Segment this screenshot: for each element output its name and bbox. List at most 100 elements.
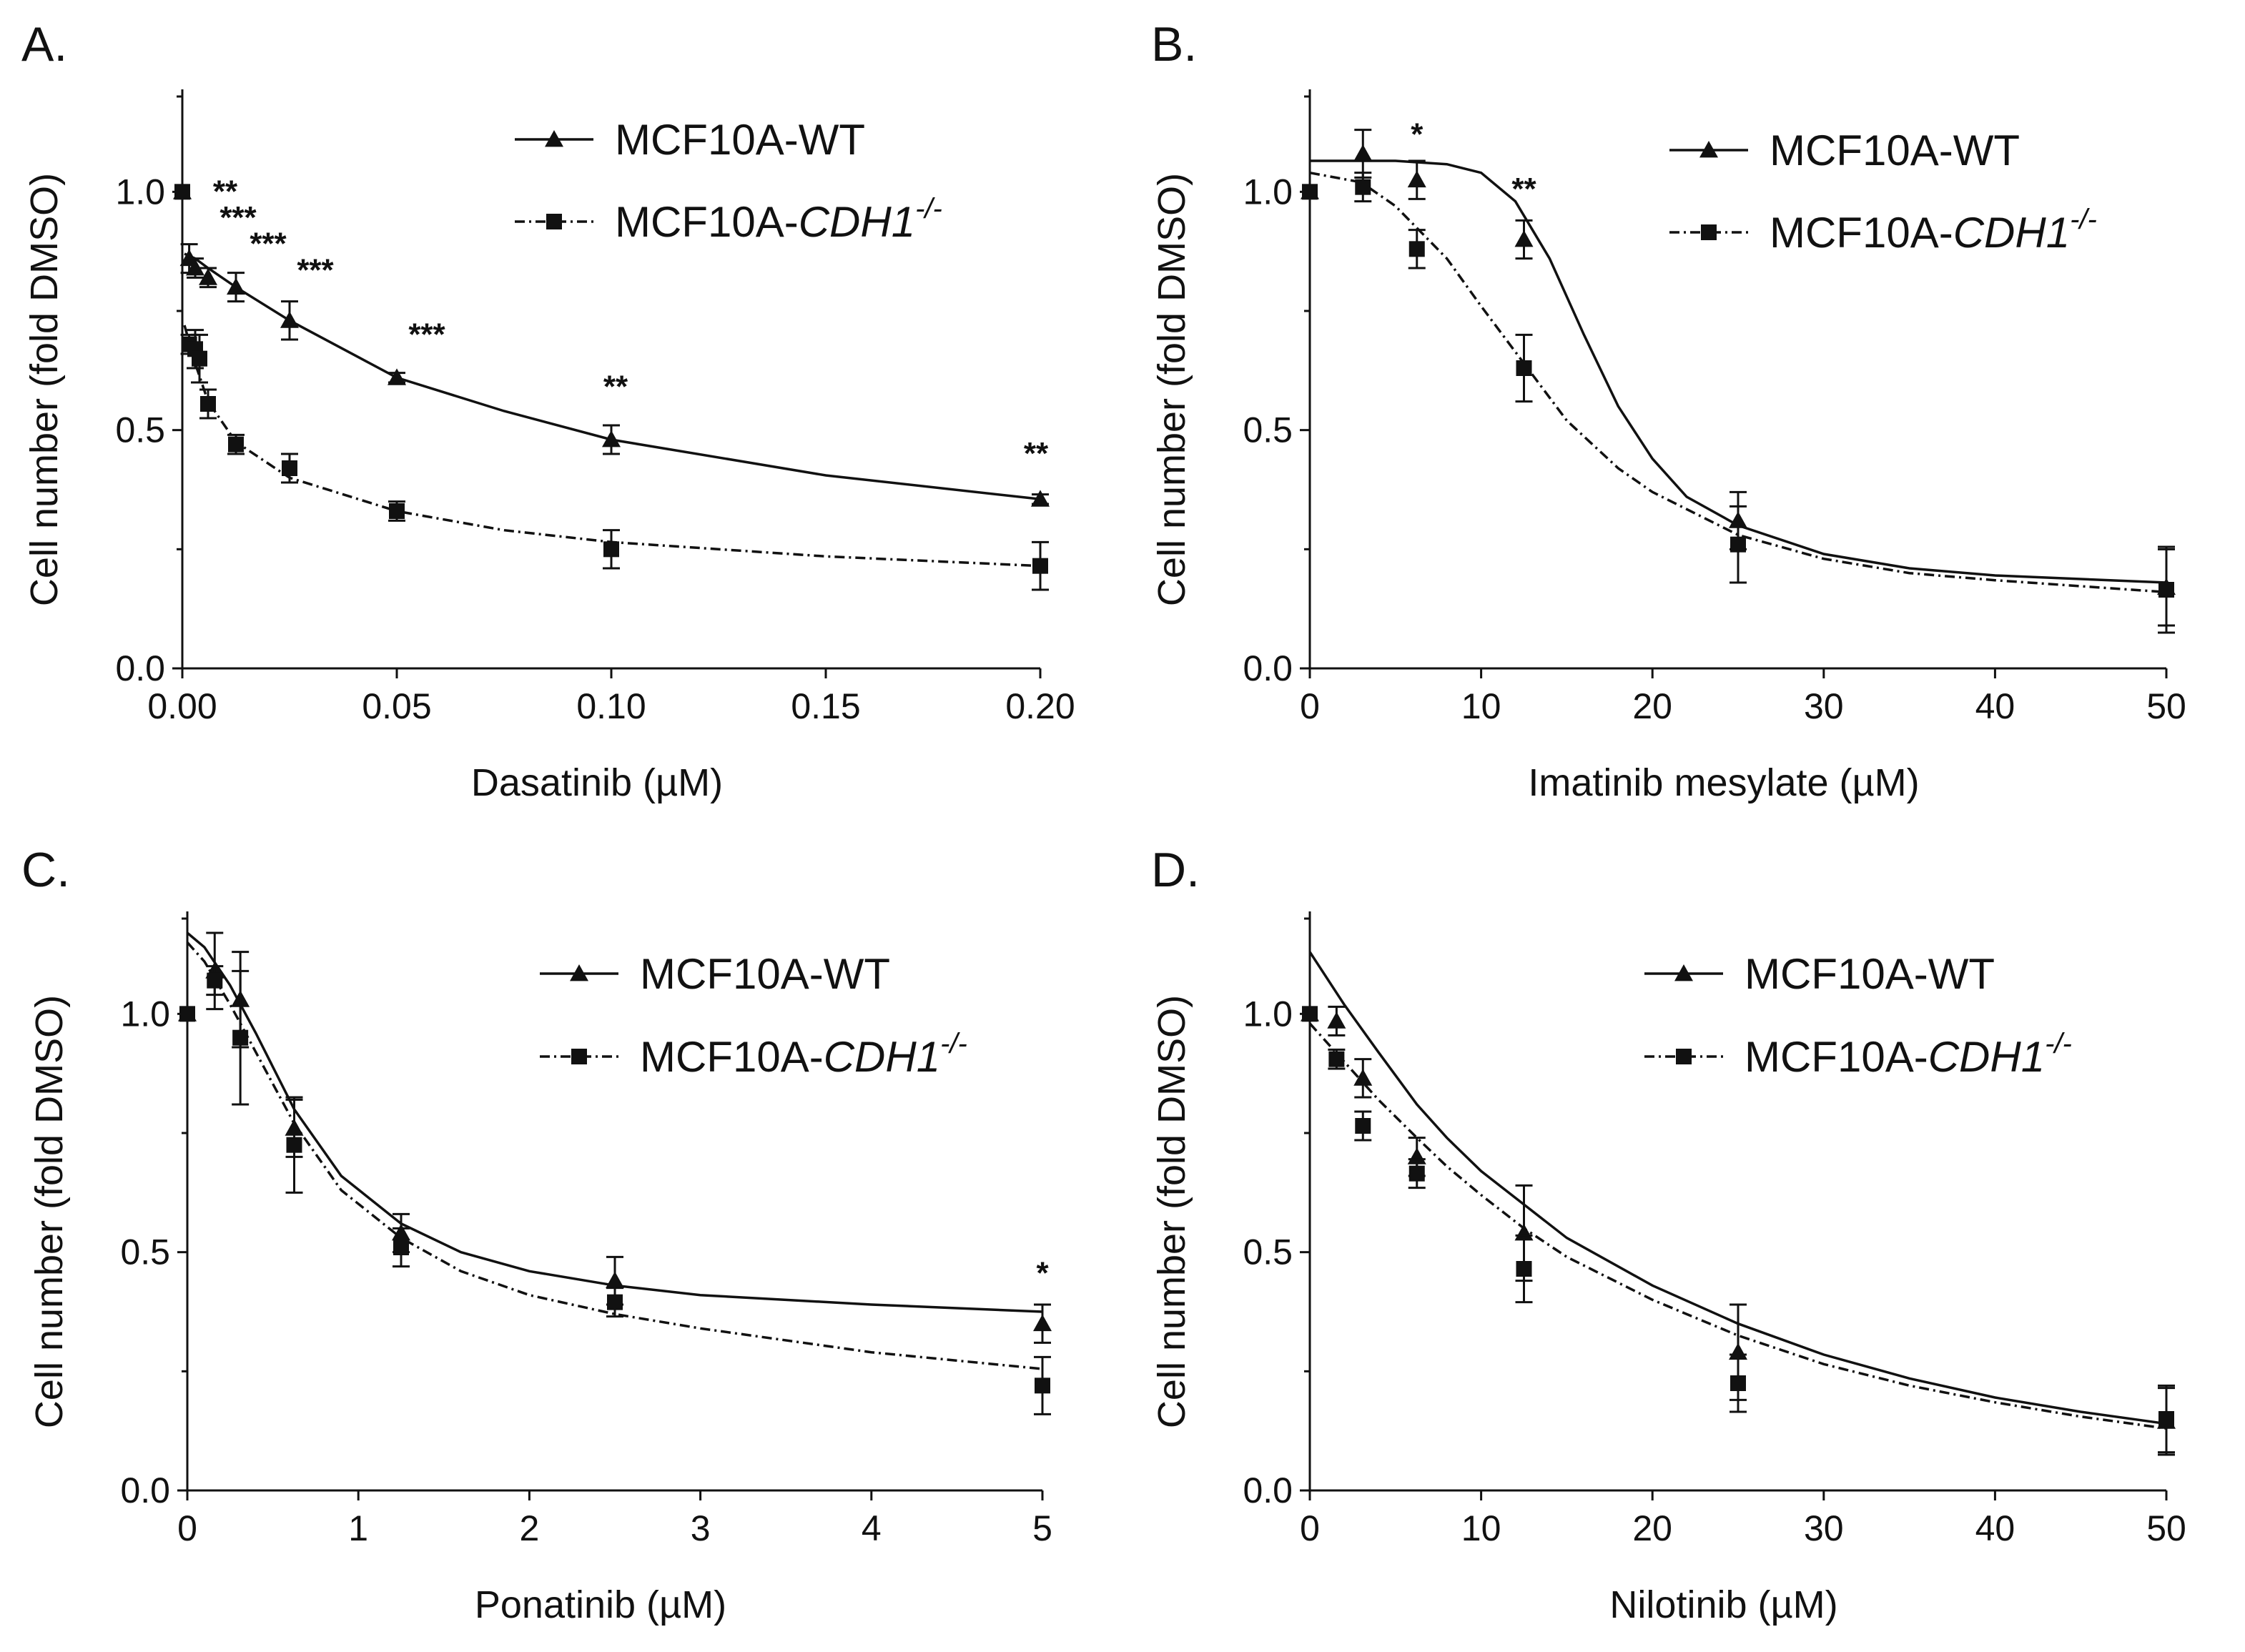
significance-marker: ***: [219, 200, 257, 235]
y-axis-title: Cell number (fold DMSO): [28, 995, 71, 1428]
legend-label: MCF10A-WT: [640, 950, 890, 998]
x-tick-label: 20: [1632, 1508, 1672, 1548]
chart-panel-3: C. 0.0 0.5 1.0 0 1 2 3 4 5 Ponatinib (µM) Cell numb…: [21, 843, 1052, 1626]
legend-label: MCF10A-WT: [615, 116, 865, 164]
x-tick-label: 0.20: [1005, 686, 1075, 726]
data-point: [1328, 1051, 1345, 1067]
significance-marker: **: [1511, 172, 1536, 207]
x-tick-label: 0: [1300, 1508, 1320, 1548]
legend-label: MCF10A-WT: [1770, 127, 2020, 174]
data-point: [1730, 1375, 1746, 1391]
x-axis-title: Dasatinib (µM): [471, 761, 723, 804]
x-tick-label: 30: [1804, 686, 1844, 726]
data-point: [393, 1240, 409, 1255]
legend-label: MCF10A-CDH1-/-: [1770, 204, 2097, 257]
data-point: [1514, 230, 1534, 247]
data-point: [282, 460, 297, 476]
fit-curve: [183, 325, 1041, 568]
chart-panel-2: B. 0.0 0.5 1.0 0 10 20 30 40 50 Imatinib mesylate …: [1150, 17, 2186, 804]
x-tick-label: 4: [862, 1508, 882, 1548]
data-point: [286, 1137, 302, 1153]
data-point: [228, 436, 244, 452]
data-point: [1302, 1006, 1318, 1022]
data-point: [602, 430, 621, 447]
data-point: [280, 311, 299, 328]
x-tick-label: 10: [1461, 686, 1501, 726]
fit-curve: [184, 252, 1041, 501]
legend: MCF10A-WT MCF10A-CDH1-/-: [540, 950, 967, 1081]
data-point: [1516, 1261, 1532, 1277]
legend-gene: CDH1: [824, 1033, 940, 1081]
x-tick-label: 0.05: [362, 686, 431, 726]
significance-marker: **: [1024, 436, 1049, 471]
data-point: [174, 184, 190, 200]
x-axis-title: Ponatinib (µM): [475, 1583, 726, 1626]
data-point: [1408, 1165, 1425, 1182]
significance-marker: *: [1411, 117, 1424, 152]
legend-gene: CDH1: [1928, 1033, 2045, 1081]
x-tick-label: 0.10: [576, 686, 646, 726]
legend: MCF10A-WT MCF10A-CDH1-/-: [1669, 127, 2097, 257]
data-point: [1302, 184, 1318, 200]
x-tick-label: 0.00: [147, 686, 217, 726]
legend-marker: [545, 130, 563, 147]
x-tick-label: 40: [1975, 1508, 2015, 1548]
data-point: [1353, 144, 1373, 162]
x-tick-label: 10: [1461, 1508, 1501, 1548]
x-tick-label: 2: [519, 1508, 539, 1548]
legend-marker: [546, 214, 562, 229]
y-tick-label: 1.0: [1243, 172, 1293, 212]
fit-curve: [1310, 159, 2167, 584]
series-cdh1: [174, 184, 1049, 591]
y-tick-label: 1.0: [1243, 994, 1293, 1034]
legend: MCF10A-WT MCF10A-CDH1-/-: [1644, 950, 2072, 1081]
significance-marker: **: [603, 370, 628, 405]
legend-gene: CDH1: [799, 198, 915, 246]
legend-superscript: -/-: [2045, 1028, 2072, 1059]
significance-marker: *: [1036, 1256, 1049, 1291]
y-tick-label: 0.0: [115, 648, 165, 688]
x-tick-label: 0.15: [791, 686, 860, 726]
data-point: [603, 541, 619, 558]
data-point: [199, 268, 217, 285]
y-tick-label: 0.0: [1243, 1470, 1293, 1510]
data-point: [192, 350, 207, 367]
data-point: [1407, 170, 1426, 188]
legend-superscript: -/-: [915, 193, 942, 224]
panel-label: C.: [21, 843, 70, 897]
data-point: [1355, 1118, 1371, 1134]
legend-label: MCF10A-CDH1-/-: [640, 1028, 967, 1081]
data-point: [186, 259, 204, 276]
significance-marker: ***: [297, 252, 334, 287]
y-axis-title: Cell number (fold DMSO): [1150, 173, 1193, 606]
data-point: [232, 1029, 249, 1046]
legend-label: MCF10A-WT: [1745, 950, 1995, 998]
y-tick-label: 1.0: [115, 172, 165, 212]
x-tick-label: 5: [1032, 1508, 1052, 1548]
data-point: [179, 1006, 195, 1022]
data-point: [1033, 1314, 1052, 1332]
fit-curve: [186, 931, 1043, 1313]
fit-curve: [1308, 1022, 2167, 1430]
data-point: [388, 368, 406, 385]
series-cdh1: [1302, 1006, 2175, 1454]
data-point: [227, 277, 245, 295]
series-cdh1: [1302, 171, 2175, 634]
data-point: [2158, 582, 2174, 598]
series-cdh1: [179, 941, 1051, 1415]
y-axis-title: Cell number (fold DMSO): [23, 173, 66, 606]
data-point: [1730, 536, 1746, 553]
series-wt: [178, 931, 1052, 1344]
y-tick-label: 0.5: [120, 1232, 170, 1272]
legend-marker: [1674, 964, 1693, 981]
significance-marker: ***: [250, 227, 287, 262]
data-point: [1031, 490, 1050, 507]
y-tick-label: 1.0: [120, 994, 170, 1034]
significance-marker: **: [213, 174, 238, 209]
fit-curve: [186, 941, 1043, 1370]
data-point: [1516, 360, 1532, 376]
legend-marker: [570, 964, 588, 981]
y-tick-label: 0.0: [1243, 648, 1293, 688]
x-axis-title: Nilotinib (µM): [1609, 1583, 1837, 1626]
x-tick-label: 0: [177, 1508, 197, 1548]
